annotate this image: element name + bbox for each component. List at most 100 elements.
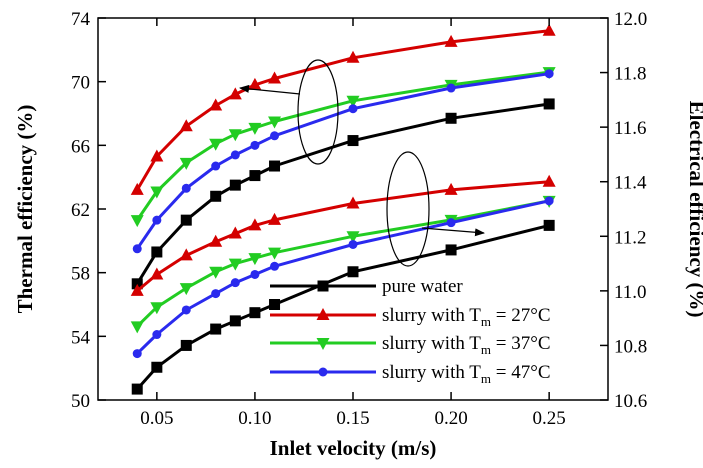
x-tick-label: 0.15 (336, 408, 369, 429)
legend-label: slurry with Tm = 37°C (382, 333, 551, 357)
y-right-tick-label: 11.8 (614, 64, 647, 85)
legend-entry-3: slurry with Tm = 47°C (270, 362, 551, 386)
thermal-point-series-1-9 (542, 23, 556, 36)
electrical-point-series-1-0 (130, 283, 144, 296)
thermal-point-series-2-4 (228, 129, 242, 142)
thermal-point-series-3-2 (181, 183, 191, 193)
thermal-point-series-1-3 (209, 98, 223, 111)
legend-label: slurry with Tm = 27°C (382, 305, 551, 329)
legend-label: pure water (382, 276, 463, 297)
electrical-arrow-right (421, 227, 485, 237)
thermal-point-series-3-8 (446, 83, 456, 93)
electrical-line-series-1 (136, 180, 550, 293)
electrical-point-series-0-0 (131, 383, 143, 395)
electrical-point-series-3-2 (181, 305, 191, 315)
axis-arrows (239, 59, 485, 267)
electrical-line-series-0 (136, 223, 550, 391)
thermal-point-series-0-6 (269, 160, 281, 172)
electrical-point-series-0-9 (543, 219, 555, 231)
electrical-point-series-0-6 (269, 299, 281, 310)
thermal-point-series-1-0 (130, 182, 144, 195)
y-left-tick-label: 50 (71, 391, 90, 412)
electrical-point-series-0-3 (210, 323, 222, 335)
electrical-point-series-3-1 (152, 330, 162, 340)
legend-marker (316, 308, 330, 320)
thermal-point-series-3-4 (230, 150, 240, 160)
electrical-point-series-3-4 (230, 278, 240, 288)
electrical-point-series-1-3 (209, 234, 223, 247)
electrical-line-series-2 (136, 199, 550, 328)
electrical-point-series-1-9 (542, 174, 556, 187)
electrical-point-series-1-5 (248, 218, 262, 231)
thermal-point-series-3-6 (270, 131, 280, 141)
y-left-tick-label: 62 (71, 200, 90, 221)
legend-label: slurry with Tm = 47°C (382, 362, 551, 386)
thermal-point-series-2-7 (346, 95, 360, 108)
y-right-tick-label: 12.0 (614, 9, 647, 30)
axes: 0.05 0.10 0.15 0.20 0.25 50 54 58 62 66 70 74 10.6 10… (71, 9, 647, 429)
y-left-tick-label: 54 (71, 327, 91, 348)
electrical-point-series-3-8 (446, 218, 456, 228)
thermal-point-series-1-5 (248, 77, 262, 90)
thermal-point-series-0-8 (445, 112, 457, 124)
thermal-point-series-0-2 (180, 214, 192, 226)
thermal-point-series-1-8 (444, 34, 458, 47)
legend: pure water slurry with Tm = 27°C slurry wi… (270, 276, 551, 386)
thermal-point-series-1-7 (346, 50, 360, 63)
electrical-point-series-1-8 (444, 182, 458, 195)
electrical-line-series-3 (136, 199, 550, 355)
y-right-tick-label: 10.8 (614, 336, 647, 357)
electrical-point-series-0-8 (445, 244, 457, 256)
electrical-point-series-3-5 (250, 269, 260, 279)
legend-marker (318, 367, 328, 377)
thermal-point-series-0-9 (543, 98, 555, 110)
legend-marker (316, 338, 330, 350)
thermal-line-series-0 (135, 102, 550, 285)
thermal-group-ellipse (297, 59, 339, 165)
electrical-point-series-2-3 (209, 266, 223, 279)
thermal-point-series-2-3 (209, 138, 223, 151)
electrical-point-series-3-9 (544, 196, 554, 206)
x-axis-title: Inlet velocity (m/s) (270, 436, 437, 460)
electrical-point-series-2-2 (179, 283, 193, 296)
electrical-point-series-2-4 (228, 258, 242, 271)
thermal-line-series-3 (135, 72, 550, 250)
thermal-point-series-3-5 (250, 140, 260, 150)
y-right-tick-label: 11.4 (614, 173, 647, 194)
electrical-point-series-0-7 (347, 266, 359, 278)
thermal-line-series-2 (135, 70, 550, 221)
thermal-point-series-0-7 (347, 135, 359, 147)
thermal-line-series-1 (135, 29, 550, 191)
y-left-axis-title: Thermal efficiency (%) (13, 105, 37, 314)
thermal-point-series-3-7 (348, 104, 358, 114)
thermal-point-series-1-4 (228, 87, 242, 100)
y-right-tick-label: 10.6 (614, 391, 647, 412)
y-left-tick-label: 66 (71, 136, 90, 157)
thermal-point-series-1-2 (179, 119, 193, 132)
x-tick-label: 0.10 (238, 408, 271, 429)
thermal-point-series-1-6 (268, 71, 282, 84)
electrical-point-series-2-6 (268, 247, 282, 260)
electrical-group-ellipse (386, 151, 430, 267)
thermal-point-series-3-3 (211, 161, 221, 171)
legend-entry-2: slurry with Tm = 37°C (270, 333, 551, 357)
electrical-point-series-2-0 (130, 321, 144, 334)
thermal-point-series-0-0 (131, 278, 143, 290)
thermal-point-series-2-2 (179, 157, 193, 170)
thermal-point-series-0-4 (229, 179, 241, 191)
y-right-tick-label: 11.6 (614, 118, 647, 139)
thermal-point-series-1-1 (150, 149, 164, 162)
thermal-point-series-3-9 (544, 69, 554, 79)
electrical-point-series-1-6 (268, 212, 282, 225)
electrical-point-series-0-1 (151, 361, 163, 373)
x-tick-label: 0.25 (533, 408, 566, 429)
thermal-point-series-2-5 (248, 122, 262, 135)
x-tick-label: 0.20 (434, 408, 467, 429)
electrical-point-series-3-0 (132, 349, 142, 359)
electrical-point-series-1-2 (179, 248, 193, 261)
electrical-point-series-2-7 (346, 231, 360, 244)
y-right-tick-label: 11.0 (614, 282, 647, 303)
thermal-point-series-2-0 (130, 215, 144, 228)
y-right-axis-title: Electrical efficiency (%) (685, 101, 703, 318)
electrical-point-series-1-4 (228, 226, 242, 239)
